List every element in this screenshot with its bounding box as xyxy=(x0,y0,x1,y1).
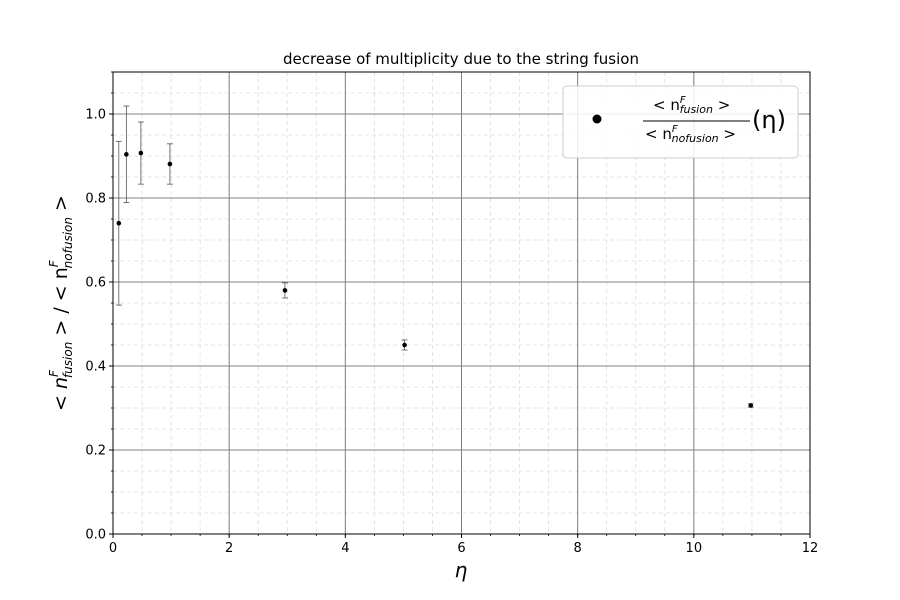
x-tick-label: 2 xyxy=(225,541,233,556)
chart-title: decrease of multiplicity due to the stri… xyxy=(283,50,639,68)
data-point xyxy=(124,152,129,157)
y-axis-label: < nFfusion > / < nFnofusion > xyxy=(47,195,75,411)
legend-den-lt: < n xyxy=(645,125,672,143)
data-point xyxy=(138,150,144,156)
y-ticks: 0.0 0.2 0.4 0.6 0.8 1.0 xyxy=(85,71,113,543)
data-point xyxy=(116,220,122,226)
y-tick-label: 0.2 xyxy=(85,444,106,459)
legend: < nF fusion > < nF nofusion > (η) xyxy=(562,85,799,159)
x-tick-label: 4 xyxy=(341,541,349,556)
legend-num-lt: < n xyxy=(653,96,680,114)
x-ticks: 0 2 4 6 8 10 12 xyxy=(109,534,818,556)
x-tick-label: 8 xyxy=(574,541,582,556)
legend-num-gt: > xyxy=(713,96,730,114)
legend-den-gt: > xyxy=(719,125,736,143)
y-axis-label-sub-2: nofusion xyxy=(61,217,75,268)
y-axis-label-part-1: < n xyxy=(50,377,72,411)
legend-marker xyxy=(592,114,602,124)
legend-den-sup: F xyxy=(672,124,678,135)
x-tick-label: 0 xyxy=(109,541,117,556)
legend-suffix: (η) xyxy=(752,106,786,134)
y-axis-label-end: > xyxy=(50,195,72,217)
legend-numerator: < nF fusion > xyxy=(653,95,730,116)
y-tick-label: 0.8 xyxy=(85,192,106,207)
data-point xyxy=(748,403,754,408)
y-axis-label-sub-1: fusion xyxy=(61,342,75,378)
data-point xyxy=(167,161,173,167)
data-point xyxy=(402,342,407,348)
y-axis-label-sup-1: F xyxy=(47,369,61,377)
legend-num-sup: F xyxy=(680,95,686,106)
legend-num-sub: fusion xyxy=(680,103,713,116)
y-tick-label: 0.0 xyxy=(85,528,106,543)
y-tick-label: 0.4 xyxy=(85,360,106,375)
y-axis-label-mid: > / < n xyxy=(50,267,72,341)
legend-denominator: < nF nofusion > xyxy=(645,124,736,145)
x-tick-label: 10 xyxy=(686,541,703,556)
x-tick-label: 6 xyxy=(457,541,465,556)
legend-den-sub: nofusion xyxy=(672,132,719,145)
data-points xyxy=(116,150,754,408)
x-tick-label: 12 xyxy=(802,541,819,556)
data-point xyxy=(282,288,288,293)
y-axis-label-sup-2: F xyxy=(47,259,61,267)
x-axis-label: η xyxy=(455,558,468,582)
y-tick-label: 1.0 xyxy=(85,108,106,123)
legend-box xyxy=(562,85,799,159)
y-tick-label: 0.6 xyxy=(85,276,106,291)
